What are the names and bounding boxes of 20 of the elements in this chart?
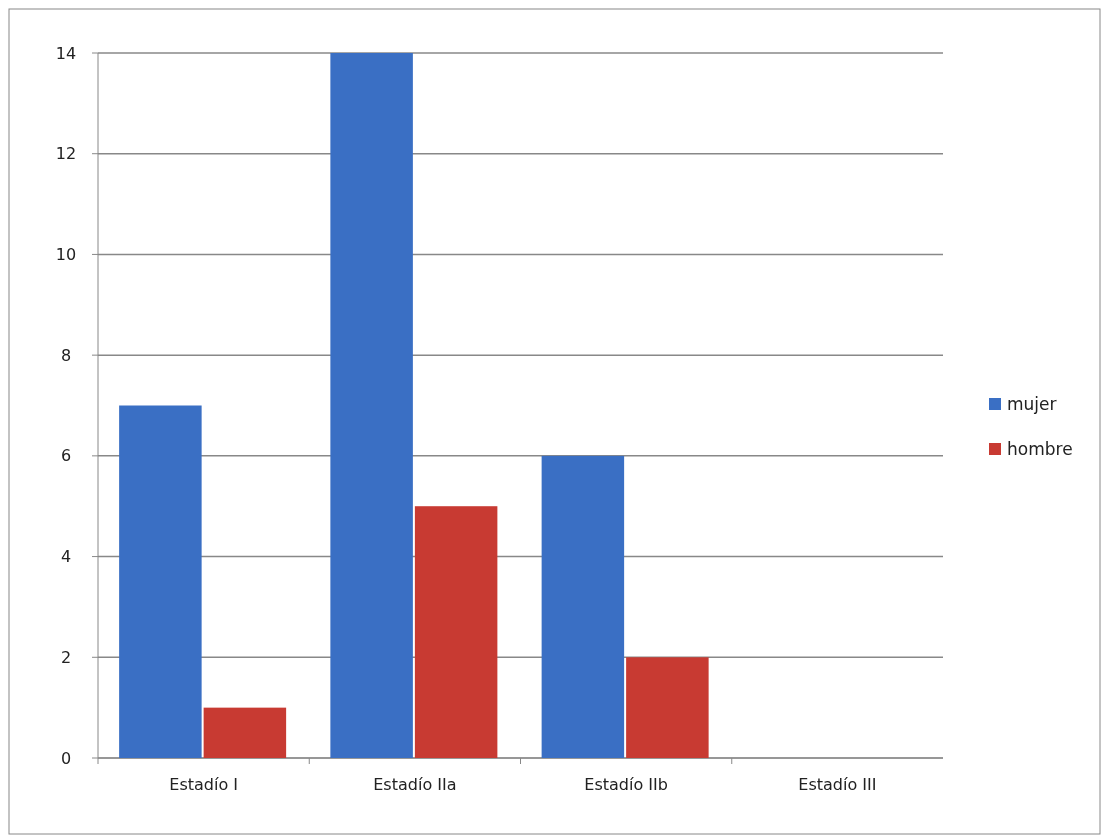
y-tick-label: 12 <box>55 144 77 164</box>
y-tick-label: 4 <box>60 547 72 567</box>
legend-label: mujer <box>1007 393 1057 414</box>
x-tick-label: Estadío III <box>798 775 877 794</box>
bar <box>541 455 625 758</box>
bar <box>330 53 413 758</box>
x-tick-label: Estadío IIa <box>373 775 457 794</box>
y-tick-label: 8 <box>60 345 72 365</box>
y-tick-label: 2 <box>60 647 72 667</box>
bar <box>414 506 498 758</box>
y-tick-label: 6 <box>60 446 72 466</box>
x-tick-label: Estadío IIb <box>584 775 668 794</box>
legend-label: hombre <box>1007 438 1073 459</box>
x-tick-label: Estadío I <box>169 775 238 794</box>
bar <box>203 707 287 758</box>
y-tick-label: 10 <box>55 245 77 265</box>
y-tick-label: 14 <box>55 43 77 63</box>
bar <box>626 657 709 758</box>
bar <box>119 405 202 758</box>
y-tick-label: 0 <box>60 748 72 768</box>
